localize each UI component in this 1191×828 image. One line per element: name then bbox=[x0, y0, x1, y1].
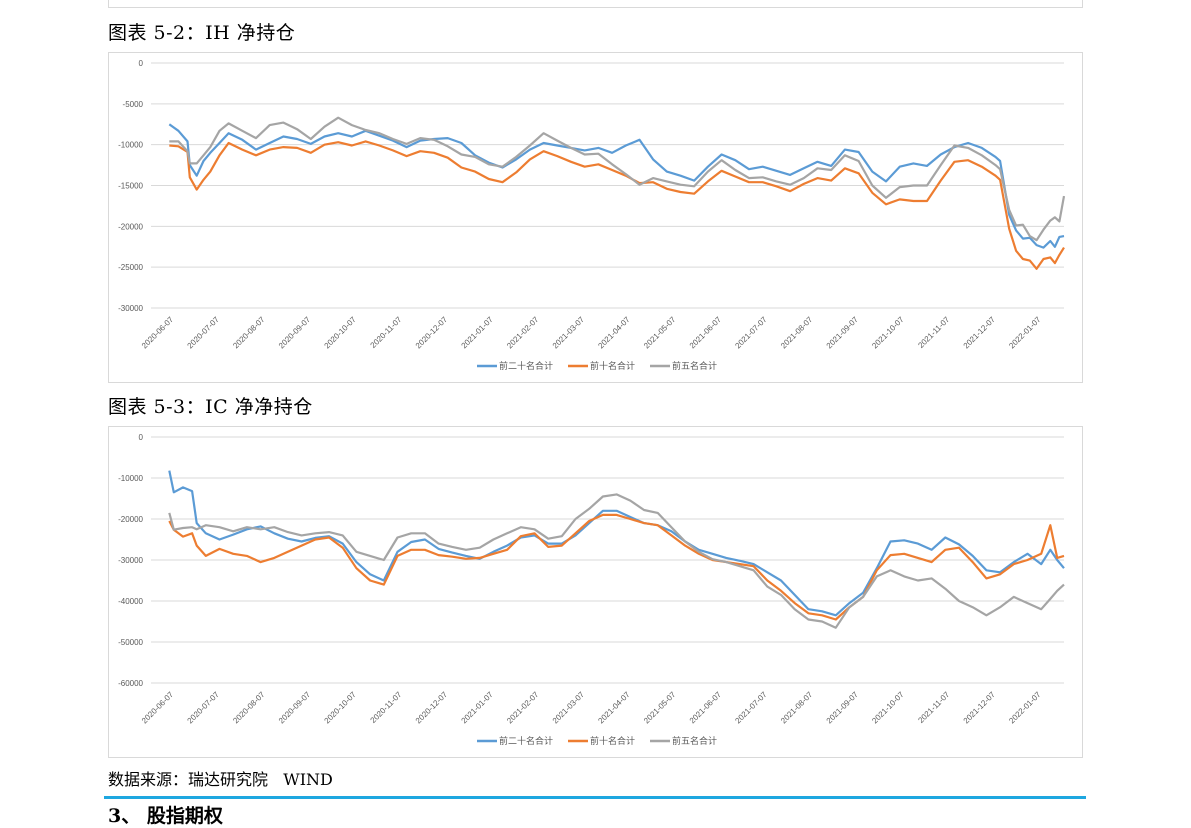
x-tick-label: 2020-07-07 bbox=[186, 315, 222, 351]
y-tick-label: -60000 bbox=[118, 679, 143, 688]
ih-chart-frame: 0 -5000 -10000 -15000 -20000 -25000 -30000 2020… bbox=[108, 52, 1083, 383]
x-tick-label: 2020-06-07 bbox=[140, 315, 176, 351]
y-tick-label: -30000 bbox=[118, 556, 143, 565]
x-tick-label: 2021-02-07 bbox=[505, 690, 541, 726]
legend-label: 前十名合计 bbox=[590, 735, 635, 747]
y-tick-label: -40000 bbox=[118, 597, 143, 606]
x-tick-label: 2021-07-07 bbox=[733, 315, 769, 351]
y-tick-label: 0 bbox=[139, 59, 144, 68]
next-section-heading: 3、 股指期权 bbox=[108, 805, 223, 827]
series-line bbox=[169, 140, 1065, 270]
series-line bbox=[169, 116, 1066, 242]
x-tick-label: 2022-01-07 bbox=[1007, 315, 1043, 351]
series-line bbox=[168, 123, 1065, 249]
x-tick-label: 2020-08-07 bbox=[231, 690, 267, 726]
x-tick-label: 2021-12-07 bbox=[962, 690, 998, 726]
legend-label: 前五名合计 bbox=[672, 360, 717, 372]
x-tick-label: 2021-04-07 bbox=[596, 315, 632, 351]
x-tick-label: 2022-01-07 bbox=[1007, 690, 1043, 726]
data-source-note: 数据来源：瑞达研究院 WIND bbox=[108, 770, 333, 789]
series-line bbox=[168, 470, 1065, 617]
y-tick-label: -20000 bbox=[118, 222, 143, 231]
ic-chart-caption: 图表 5-3：IC 净净持仓 bbox=[108, 396, 313, 418]
x-tick-label: 2021-06-07 bbox=[688, 315, 724, 351]
x-tick-label: 2021-09-07 bbox=[825, 315, 861, 351]
x-tick-label: 2021-12-07 bbox=[962, 315, 998, 351]
y-tick-label: -30000 bbox=[118, 304, 143, 313]
y-tick-label: 0 bbox=[139, 433, 144, 442]
x-tick-label: 2021-09-07 bbox=[825, 690, 861, 726]
series-line bbox=[168, 493, 1065, 629]
ic-net-position-chart: 0 -10000 -20000 -30000 -40000 -50000 -60000 202… bbox=[118, 433, 1065, 747]
y-tick-label: -20000 bbox=[118, 515, 143, 524]
x-tick-label: 2021-11-07 bbox=[916, 315, 951, 350]
series-line bbox=[168, 513, 1065, 621]
x-tick-label: 2021-08-07 bbox=[779, 315, 815, 351]
x-tick-label: 2020-09-07 bbox=[277, 690, 313, 726]
x-tick-label: 2021-10-07 bbox=[870, 315, 906, 351]
x-tick-label: 2021-04-07 bbox=[596, 690, 632, 726]
x-tick-label: 2021-06-07 bbox=[688, 690, 724, 726]
x-tick-label: 2021-05-07 bbox=[642, 690, 678, 726]
x-tick-label: 2021-03-07 bbox=[551, 690, 587, 726]
x-tick-label: 2021-05-07 bbox=[642, 315, 678, 351]
y-tick-label: -10000 bbox=[118, 141, 143, 150]
x-tick-label: 2020-11-07 bbox=[369, 690, 404, 725]
ih-chart-caption: 图表 5-2：IH 净持仓 bbox=[108, 22, 296, 44]
legend-label: 前十名合计 bbox=[590, 360, 635, 372]
x-tick-label: 2020-12-07 bbox=[414, 690, 450, 726]
x-tick-label: 2021-02-07 bbox=[505, 315, 541, 351]
x-tick-label: 2020-07-07 bbox=[186, 690, 222, 726]
x-tick-label: 2021-03-07 bbox=[551, 315, 587, 351]
y-tick-label: -10000 bbox=[118, 474, 143, 483]
x-tick-label: 2021-01-07 bbox=[459, 690, 495, 726]
x-tick-label: 2020-10-07 bbox=[323, 690, 359, 726]
x-tick-label: 2021-01-07 bbox=[459, 315, 495, 351]
ic-chart-frame: 0 -10000 -20000 -30000 -40000 -50000 -60000 202… bbox=[108, 426, 1083, 758]
y-tick-label: -50000 bbox=[118, 638, 143, 647]
y-tick-label: -25000 bbox=[118, 263, 143, 272]
x-tick-label: 2020-06-07 bbox=[140, 690, 176, 726]
legend-label: 前二十名合计 bbox=[499, 735, 553, 747]
x-tick-label: 2021-11-07 bbox=[916, 690, 951, 725]
x-tick-label: 2020-10-07 bbox=[323, 315, 359, 351]
x-tick-label: 2021-08-07 bbox=[779, 690, 815, 726]
x-tick-label: 2021-10-07 bbox=[870, 690, 906, 726]
legend-label: 前五名合计 bbox=[672, 735, 717, 747]
x-tick-label: 2020-09-07 bbox=[277, 315, 313, 351]
y-tick-label: -5000 bbox=[123, 100, 144, 109]
section-divider bbox=[104, 796, 1086, 799]
ih-net-position-chart: 0 -5000 -10000 -15000 -20000 -25000 -30000 2020… bbox=[118, 59, 1066, 372]
y-tick-label: -15000 bbox=[118, 182, 143, 191]
x-tick-label: 2020-08-07 bbox=[231, 315, 267, 351]
legend-label: 前二十名合计 bbox=[499, 360, 553, 372]
x-tick-label: 2020-11-07 bbox=[369, 315, 404, 350]
x-tick-label: 2020-12-07 bbox=[414, 315, 450, 351]
previous-chart-frame bbox=[108, 0, 1083, 8]
x-tick-label: 2021-07-07 bbox=[733, 690, 769, 726]
